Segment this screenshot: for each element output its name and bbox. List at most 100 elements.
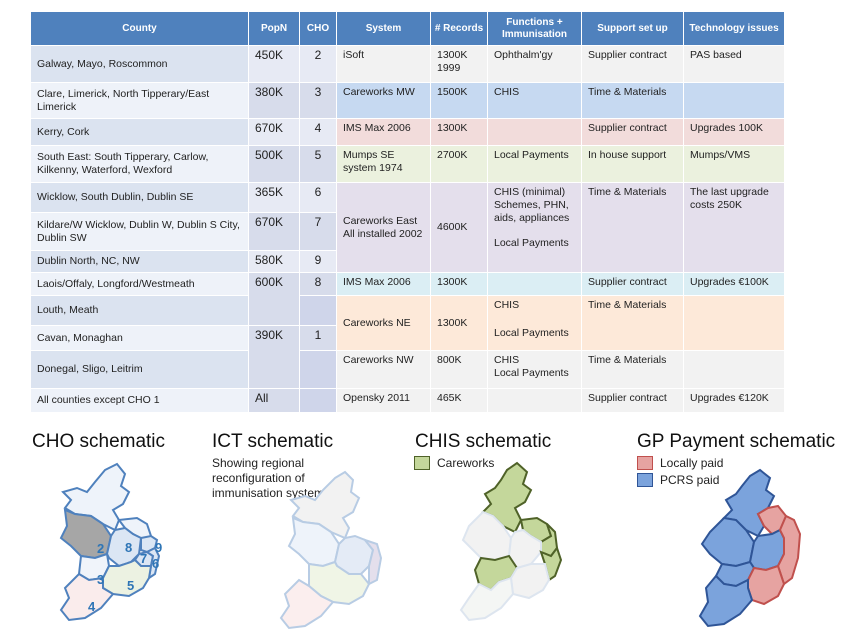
support-cell: Supplier contract [581,118,684,146]
cho-cell: 1 [299,325,337,351]
popn-cell: 380K [248,82,300,119]
cho-label: 7 [140,551,147,566]
chis-schematic-title: CHIS schematic [415,431,552,452]
ict-region-south [279,578,335,630]
county-cell: Donegal, Sligo, Leitrim [30,350,249,389]
system-cell: Mumps SE system 1974 [336,145,431,183]
functions-text-2: Local Payments [494,327,569,339]
table-row: Kerry, Cork 670K 4 IMS Max 2006 1300K Su… [30,118,785,146]
support-cell: Supplier contract [581,388,684,413]
tech-cell: Upgrades €120K [683,388,785,413]
cho-cell: 3 [299,82,337,119]
county-cell: Cavan, Monaghan [30,325,249,351]
records-text: 4600K [437,221,468,233]
header-tech: Technology issues [683,11,785,46]
county-cell: Kildare/W Wicklow, Dublin W, Dublin S Ci… [30,212,249,251]
table-row: Louth, Meath Careworks NE 1300K CHIS Loca… [30,295,785,351]
cho-cell: 5 [299,145,337,183]
support-cell: Time & Materials [581,350,684,389]
system-cell: Careworks East All installed 2002 [336,182,431,273]
cho-label: 4 [88,599,96,614]
chis-region-south [459,576,515,622]
cho-cell: 2 [299,45,337,83]
cho-schematic-map: 2 8 9 7 6 3 5 4 [59,462,162,622]
region-cho6 [145,546,161,581]
chis-schematic-map [459,461,563,622]
ict-schematic-title: ICT schematic [212,431,334,452]
support-cell: Supplier contract [581,272,684,296]
system-cell: Careworks MW [336,82,431,119]
functions-cell: CHIS (minimal) Schemes, PHN, aids, appli… [487,182,582,273]
support-cell: Time & Materials [581,82,684,119]
tech-cell [683,350,785,389]
cho-cell: 7 [299,212,337,251]
gp-schematic-title: GP Payment schematic [637,431,836,452]
legend-label: PCRS paid [660,473,720,487]
table-row: Wicklow, South Dublin, Dublin SE 365K 6 … [30,182,785,273]
system-text: Careworks NE [343,316,411,329]
ict-region-east [362,537,383,586]
records-cell: 1300K [430,118,488,146]
support-cell: In house support [581,145,684,183]
system-cell: IMS Max 2006 [336,272,431,296]
popn-cell: 670K [248,212,300,251]
county-cell: All counties except CHO 1 [30,388,249,413]
careworks-swatch [414,456,430,470]
cho-cell: 9 [299,250,337,273]
table-row: South East: South Tipperary, Carlow, Kil… [30,145,785,183]
functions-text-2: Local Payments [494,237,569,249]
table-row: Kildare/W Wicklow, Dublin W, Dublin S Ci… [30,212,785,251]
table-row: Dublin North, NC, NW 580K 9 [30,250,785,273]
cho-label: 8 [125,540,132,555]
cho-cell [299,295,337,326]
popn-cell: 390K [248,325,300,389]
table-header-row: County PopN CHO System # Records Functio… [30,11,785,46]
header-system: System [336,11,431,46]
cho-cell: 4 [299,118,337,146]
cho-label: 6 [152,556,159,571]
support-cell: Supplier contract [581,45,684,83]
records-value: 1300K [437,49,468,61]
chis-region-south-east [509,563,551,600]
cho-cell: 6 [299,182,337,213]
cho-cell: 8 [299,272,337,296]
functions-cell [487,272,582,296]
tech-cell: Upgrades 100K [683,118,785,146]
records-cell: 1300K [430,295,488,351]
cho-label: 9 [155,540,162,555]
records-cell: 1300K 1999 [430,45,488,83]
functions-cell: CHIS [487,82,582,119]
chis-legend-careworks: Careworks [414,456,494,470]
records-cell: 1300K [430,272,488,296]
records-cell: 2700K [430,145,488,183]
table-row: Laois/Offaly, Longford/Westmeath 600K 8 … [30,272,785,326]
tech-cell: The last upgrade costs 250K [683,182,785,273]
county-cell: South East: South Tipperary, Carlow, Kil… [30,145,249,183]
gp-legend-locally-paid: Locally paid [637,456,723,470]
system-cell: IMS Max 2006 [336,118,431,146]
county-cell: Galway, Mayo, Roscommon [30,45,249,83]
records-text: 1300K [437,316,468,329]
header-popn: PopN [248,11,300,46]
support-cell: Time & Materials [581,295,684,351]
county-cell: Dublin North, NC, NW [30,250,249,273]
records-cell: 4600K [430,182,488,273]
functions-cell: Ophthalm'gy [487,45,582,83]
records-cell: 465K [430,388,488,413]
gp-pcrs-south [698,574,754,628]
records-year: 1999 [437,62,461,74]
gp-payment-schematic-map [698,468,802,628]
tech-cell: PAS based [683,45,785,83]
system-text: Careworks East All installed 2002 [343,214,423,240]
county-cell: Wicklow, South Dublin, Dublin SE [30,182,249,213]
county-cell: Louth, Meath [30,295,249,326]
region-cho4 [59,572,115,622]
functions-cell [487,118,582,146]
records-cell: 1500K [430,82,488,119]
header-county: County [30,11,249,46]
cho-cell [299,350,337,389]
gp-legend-pcrs-paid: PCRS paid [637,473,719,487]
header-functions: Functions + Immunisation [487,11,582,46]
popn-cell: 670K [248,118,300,146]
system-cell: Opensky 2011 [336,388,431,413]
